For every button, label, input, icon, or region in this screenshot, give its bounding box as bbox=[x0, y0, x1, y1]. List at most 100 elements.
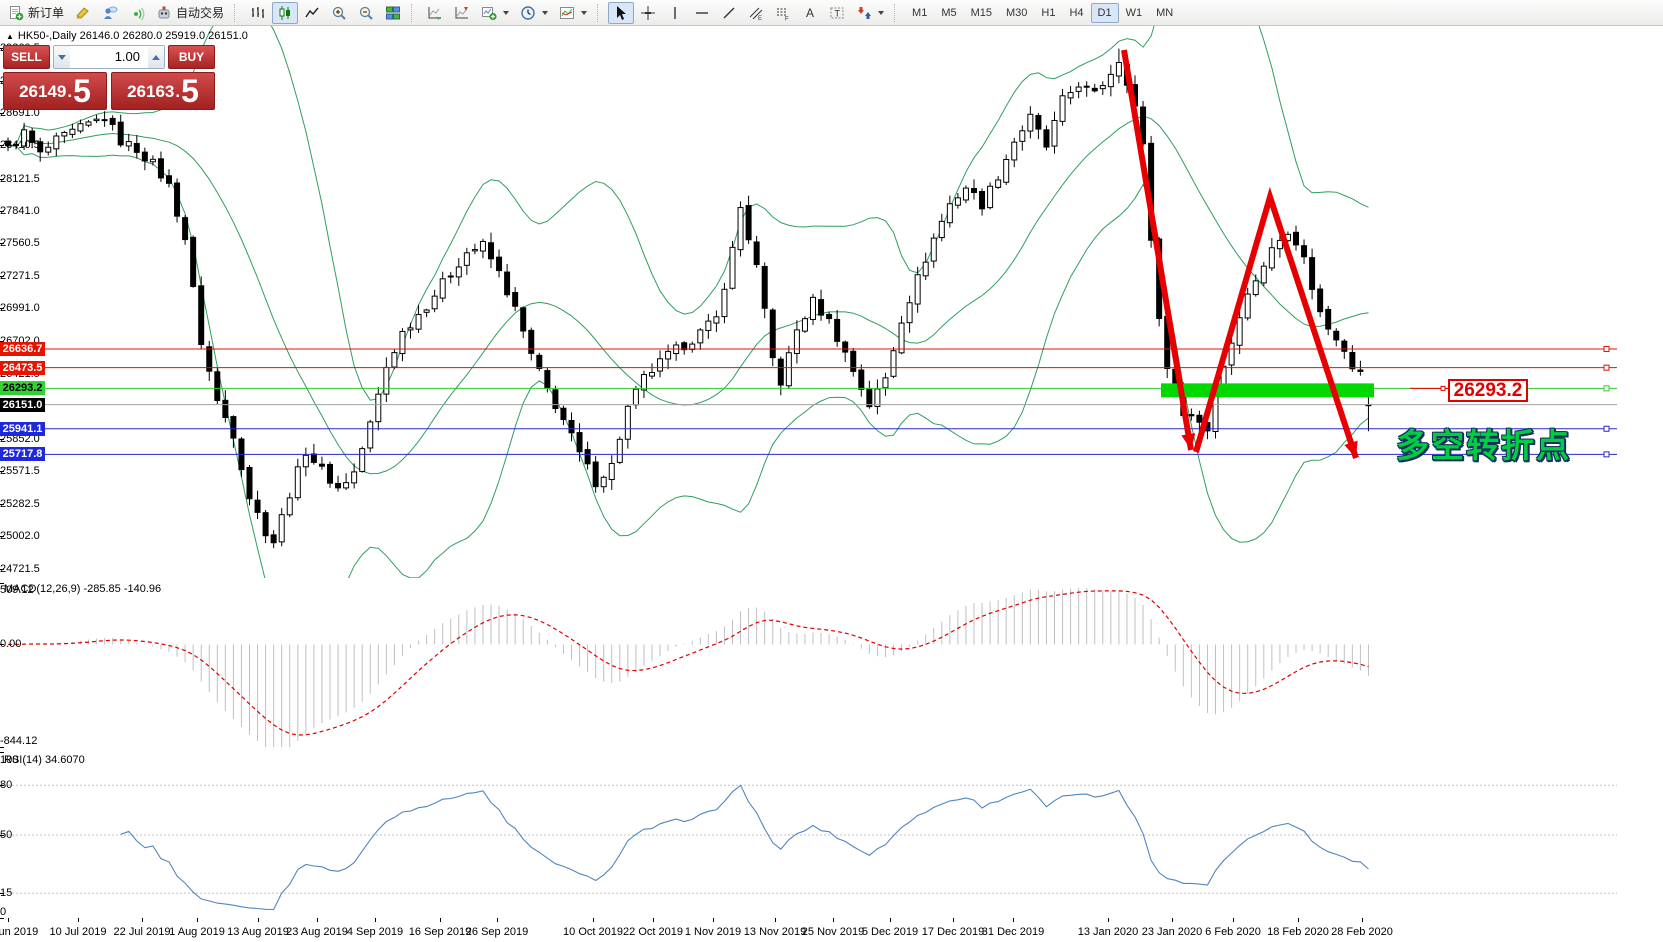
line-anchor-handle[interactable] bbox=[1603, 425, 1610, 432]
candle-bull[interactable] bbox=[1268, 247, 1275, 269]
signals-button[interactable] bbox=[124, 2, 150, 24]
periods-button[interactable] bbox=[515, 2, 553, 24]
fibonacci-tool-button[interactable]: F bbox=[770, 2, 796, 24]
candle-bull[interactable] bbox=[987, 185, 994, 209]
candle-bear[interactable] bbox=[488, 242, 494, 260]
candle-bear[interactable] bbox=[1349, 351, 1356, 370]
candle-bear[interactable] bbox=[681, 342, 688, 351]
candle-bear[interactable] bbox=[1196, 414, 1203, 423]
candle-bull[interactable] bbox=[1252, 280, 1259, 296]
volume-increase-button[interactable] bbox=[148, 46, 164, 68]
date-axis-label[interactable]: 27 Jun 2019 bbox=[0, 926, 39, 938]
candle-bull[interactable] bbox=[1059, 95, 1066, 122]
date-axis-label[interactable]: 4 Sep 2019 bbox=[346, 926, 404, 938]
candle-bull[interactable] bbox=[463, 252, 470, 266]
candle-bull[interactable] bbox=[343, 482, 350, 489]
candle-bear[interactable] bbox=[504, 271, 511, 296]
candle-bull[interactable] bbox=[45, 146, 52, 153]
candle-bear[interactable] bbox=[109, 117, 116, 125]
volume-decrease-button[interactable] bbox=[54, 46, 70, 68]
chart-shift-button[interactable] bbox=[449, 2, 475, 24]
line-anchor-handle[interactable] bbox=[1603, 385, 1610, 392]
candle-bear[interactable] bbox=[270, 534, 277, 544]
candle-bull[interactable] bbox=[665, 350, 672, 360]
date-axis-label[interactable]: 17 Dec 2019 bbox=[921, 926, 985, 938]
candle-bear[interactable] bbox=[753, 241, 760, 266]
candle-bear[interactable] bbox=[1091, 87, 1098, 92]
main-chart-pane[interactable] bbox=[0, 26, 1663, 578]
candle-bull[interactable] bbox=[423, 309, 430, 313]
templates-button[interactable] bbox=[554, 2, 592, 24]
candle-bull[interactable] bbox=[882, 377, 889, 389]
candle-bull[interactable] bbox=[713, 316, 720, 324]
horizontal-line-tool-button[interactable] bbox=[689, 2, 715, 24]
date-axis-label[interactable]: 22 Jul 2019 bbox=[113, 926, 171, 938]
candle-bull[interactable] bbox=[705, 320, 712, 331]
candle-bear[interactable] bbox=[327, 463, 333, 484]
candle-bear[interactable] bbox=[520, 307, 527, 332]
candle-bear[interactable] bbox=[262, 512, 269, 537]
equidistant-channel-tool-button[interactable]: E bbox=[743, 2, 769, 24]
trend-arrow-line[interactable] bbox=[1193, 186, 1359, 459]
candle-bull[interactable] bbox=[391, 352, 398, 368]
candle-bear[interactable] bbox=[318, 463, 325, 467]
candle-bear[interactable] bbox=[834, 318, 841, 342]
candle-bear[interactable] bbox=[866, 388, 873, 408]
candle-bull[interactable] bbox=[278, 514, 285, 543]
candle-bull[interactable] bbox=[1019, 130, 1026, 142]
candle-bull[interactable] bbox=[1027, 113, 1034, 132]
candle-bear[interactable] bbox=[214, 371, 221, 401]
candle-bear[interactable] bbox=[761, 266, 768, 309]
date-axis-label[interactable]: 22 Oct 2019 bbox=[623, 926, 683, 938]
cursor-tool-button[interactable] bbox=[608, 1, 635, 24]
market-button[interactable] bbox=[70, 2, 96, 24]
volume-value[interactable]: 1.00 bbox=[114, 49, 140, 64]
buy-price[interactable]: 26163. 5 bbox=[111, 72, 215, 110]
zoom-out-button[interactable] bbox=[353, 2, 379, 24]
candle-bear[interactable] bbox=[769, 309, 776, 359]
date-axis-label[interactable]: 26 Sep 2019 bbox=[465, 926, 529, 938]
candle-bull[interactable] bbox=[624, 405, 631, 440]
tile-windows-button[interactable] bbox=[380, 2, 406, 24]
candle-bull[interactable] bbox=[479, 240, 486, 252]
sell-price[interactable]: 26149. 5 bbox=[3, 72, 107, 110]
candle-bull[interactable] bbox=[1083, 85, 1090, 88]
line-anchor-handle[interactable] bbox=[1603, 364, 1610, 371]
candle-bull[interactable] bbox=[367, 421, 374, 449]
candle-bear[interactable] bbox=[222, 399, 229, 419]
timeframe-button-M15[interactable]: M15 bbox=[970, 6, 992, 19]
candle-bull[interactable] bbox=[938, 220, 945, 239]
candle-bull[interactable] bbox=[439, 278, 446, 299]
candle-bull[interactable] bbox=[407, 327, 414, 331]
candle-bear[interactable] bbox=[818, 299, 825, 316]
candle-bear[interactable] bbox=[198, 285, 205, 346]
candle-bear[interactable] bbox=[1317, 288, 1324, 313]
candle-bull[interactable] bbox=[359, 448, 366, 472]
candle-bull[interactable] bbox=[657, 358, 664, 372]
candle-bull[interactable] bbox=[1099, 85, 1106, 90]
candle-bull[interactable] bbox=[447, 275, 454, 278]
auto-scroll-button[interactable] bbox=[422, 2, 448, 24]
candle-bull[interactable] bbox=[471, 249, 478, 252]
candle-bear[interactable] bbox=[5, 140, 11, 147]
line-anchor-handle[interactable] bbox=[1603, 345, 1610, 352]
candle-bull[interactable] bbox=[375, 393, 382, 423]
turning-point-annotation[interactable]: 多空转折点 bbox=[1396, 427, 1571, 464]
candle-bear[interactable] bbox=[560, 407, 567, 421]
candle-bull[interactable] bbox=[1051, 119, 1058, 147]
candle-bear[interactable] bbox=[1357, 369, 1364, 372]
candle-bear[interactable] bbox=[512, 291, 519, 307]
timeframe-button-D1[interactable]: D1 bbox=[1090, 2, 1119, 23]
candle-bull[interactable] bbox=[21, 129, 28, 147]
date-axis-label[interactable]: 1 Nov 2019 bbox=[684, 926, 742, 938]
candle-bull[interactable] bbox=[906, 302, 913, 324]
candle-bear[interactable] bbox=[206, 346, 213, 372]
vertical-line-tool-button[interactable] bbox=[662, 2, 688, 24]
candle-bear[interactable] bbox=[745, 205, 752, 241]
candle-bull[interactable] bbox=[649, 372, 655, 377]
date-axis-label[interactable]: 10 Oct 2019 bbox=[563, 926, 623, 938]
candle-bear[interactable] bbox=[544, 370, 551, 389]
candle-bull[interactable] bbox=[77, 123, 84, 132]
candle-bear[interactable] bbox=[1309, 257, 1316, 290]
candle-bull[interactable] bbox=[1107, 73, 1114, 88]
